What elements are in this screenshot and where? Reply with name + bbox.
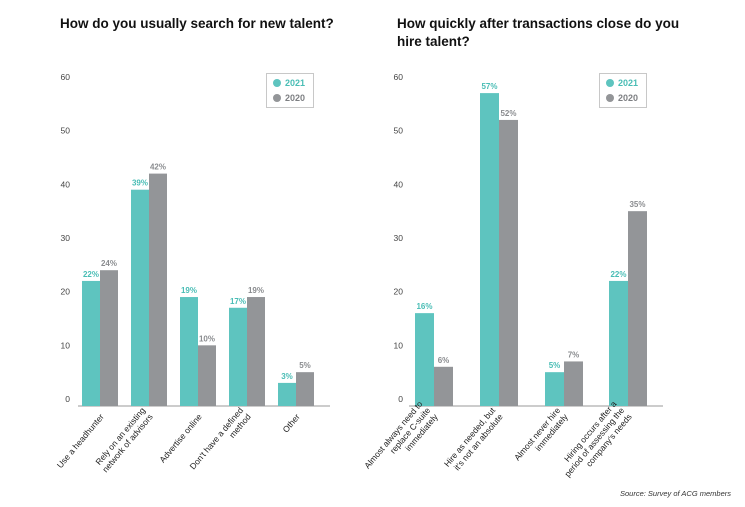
data-label-2020: 7%	[568, 350, 580, 359]
bar-2020	[247, 297, 265, 406]
legend-right: 2021 2020	[599, 73, 647, 108]
x-tick-label: Other	[281, 412, 302, 435]
data-label-2021: 16%	[416, 302, 432, 311]
data-label-2021: 19%	[181, 286, 197, 295]
legend-swatch-2021	[606, 79, 614, 87]
data-label-2021: 17%	[230, 297, 246, 306]
bar-2021	[278, 382, 296, 406]
chart-title-left: How do you usually search for new talent…	[60, 16, 334, 31]
y-tick-label-left: 30	[61, 233, 71, 243]
bar-2021	[180, 297, 198, 406]
data-label-2020: 52%	[500, 109, 516, 118]
bar-2020	[564, 361, 583, 406]
data-label-2021: 57%	[481, 82, 497, 91]
bar-2020	[100, 270, 118, 406]
legend-label-2021: 2021	[618, 78, 639, 88]
data-label-2021: 22%	[610, 270, 626, 279]
data-label-2021: 39%	[132, 179, 148, 188]
y-tick-label-right: 30	[394, 233, 404, 243]
bar-2020	[628, 211, 647, 406]
y-tick-label-right: 0	[398, 394, 403, 404]
bar-2021	[609, 280, 628, 406]
y-tick-label-right: 40	[394, 179, 404, 189]
bar-2021	[415, 313, 434, 406]
legend-left: 2021 2020	[266, 73, 314, 108]
y-tick-label-right: 60	[394, 72, 404, 82]
y-tick-label-left: 60	[61, 72, 71, 82]
data-label-2020: 5%	[299, 361, 311, 370]
y-tick-label-right: 50	[394, 126, 404, 136]
legend-swatch-2020	[606, 94, 614, 102]
y-tick-label-right: 10	[394, 340, 404, 350]
bar-2021	[480, 93, 499, 406]
legend-swatch-2020	[273, 94, 281, 102]
bar-2021	[545, 372, 564, 406]
bar-2020	[198, 345, 216, 406]
y-tick-label-left: 20	[61, 287, 71, 297]
data-label-2020: 19%	[248, 286, 264, 295]
bar-2020	[434, 366, 453, 406]
data-label-2021: 5%	[549, 361, 561, 370]
legend-label-2020: 2020	[618, 93, 639, 103]
y-tick-label-left: 50	[61, 126, 71, 136]
data-label-2020: 42%	[150, 163, 166, 172]
data-label-2020: 10%	[199, 334, 215, 343]
x-tick-label: period of assessing the	[562, 405, 626, 479]
y-tick-label-right: 20	[394, 287, 404, 297]
bar-2021	[229, 307, 247, 406]
chart-title-right: How quickly after transactions close do …	[397, 16, 680, 49]
bar-2021	[82, 280, 100, 406]
legend-label-2020: 2020	[285, 93, 306, 103]
legend-label-2021: 2021	[285, 78, 306, 88]
legend-swatch-2021	[273, 79, 281, 87]
y-tick-label-left: 0	[65, 394, 70, 404]
bar-2021	[131, 189, 149, 406]
y-tick-label-left: 40	[61, 179, 71, 189]
bar-2020	[296, 372, 314, 406]
data-label-2021: 22%	[83, 270, 99, 279]
y-tick-label-left: 10	[61, 340, 71, 350]
source-note: Source: Survey of ACG members	[619, 489, 731, 498]
data-label-2020: 6%	[438, 356, 450, 365]
data-label-2020: 24%	[101, 259, 117, 268]
bar-2020	[499, 119, 518, 406]
data-label-2020: 35%	[629, 200, 645, 209]
category-label-group: Other	[281, 412, 302, 435]
bar-2020	[149, 173, 167, 406]
data-label-2021: 3%	[281, 372, 293, 381]
